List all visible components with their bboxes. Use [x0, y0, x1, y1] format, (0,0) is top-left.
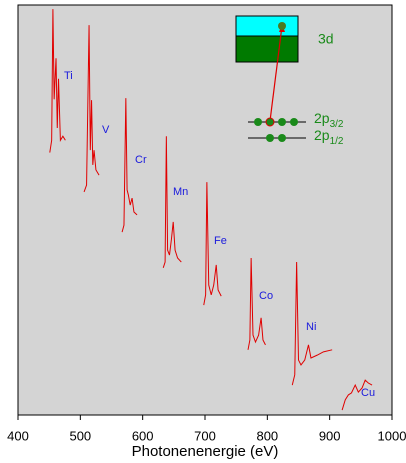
element-label: Ti — [64, 70, 73, 82]
inset-filled-band — [236, 36, 298, 62]
electron — [266, 118, 274, 126]
electron — [266, 134, 274, 142]
x-axis-label: Photonenenergie (eV) — [132, 443, 279, 460]
electron — [278, 22, 286, 30]
plot-area — [18, 5, 392, 415]
x-tick-label: 500 — [69, 428, 91, 443]
level-sub: 1/2 — [330, 136, 344, 147]
chart: Photonenenergie (eV) 3d 2p3/2 2p1/2 400 5… — [0, 0, 406, 463]
electron — [254, 118, 262, 126]
level-sub: 3/2 — [330, 119, 344, 130]
x-tick-label: 700 — [194, 428, 216, 443]
x-tick-label: 600 — [132, 428, 154, 443]
level-name: 2p — [314, 127, 330, 143]
electron — [278, 134, 286, 142]
element-label: Co — [259, 290, 273, 302]
element-label: V — [102, 124, 110, 136]
element-label: Mn — [173, 186, 188, 198]
x-tick-label: 400 — [7, 428, 29, 443]
element-label: Cu — [361, 387, 375, 399]
element-label: Ni — [306, 321, 316, 333]
inset-empty-band — [236, 16, 298, 36]
level-name: 2p — [314, 110, 330, 126]
electron — [290, 118, 298, 126]
x-tick-label: 900 — [319, 428, 341, 443]
electron — [278, 118, 286, 126]
band-label: 3d — [318, 31, 334, 47]
element-label: Fe — [214, 235, 227, 247]
x-tick-label: 1000 — [378, 428, 406, 443]
x-tick-label: 800 — [256, 428, 278, 443]
element-label: Cr — [135, 154, 147, 166]
